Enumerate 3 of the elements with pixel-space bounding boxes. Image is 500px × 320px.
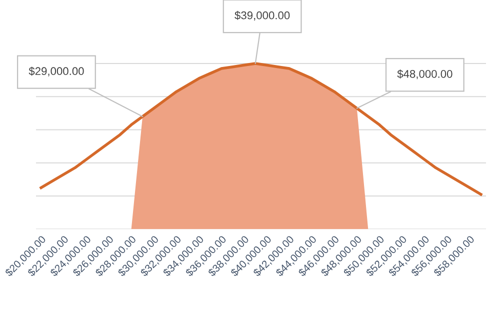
annotation: $48,000.00 xyxy=(397,70,452,80)
text: $39,000.00 xyxy=(234,10,290,21)
annotation: $29,000.00 xyxy=(28,66,84,76)
